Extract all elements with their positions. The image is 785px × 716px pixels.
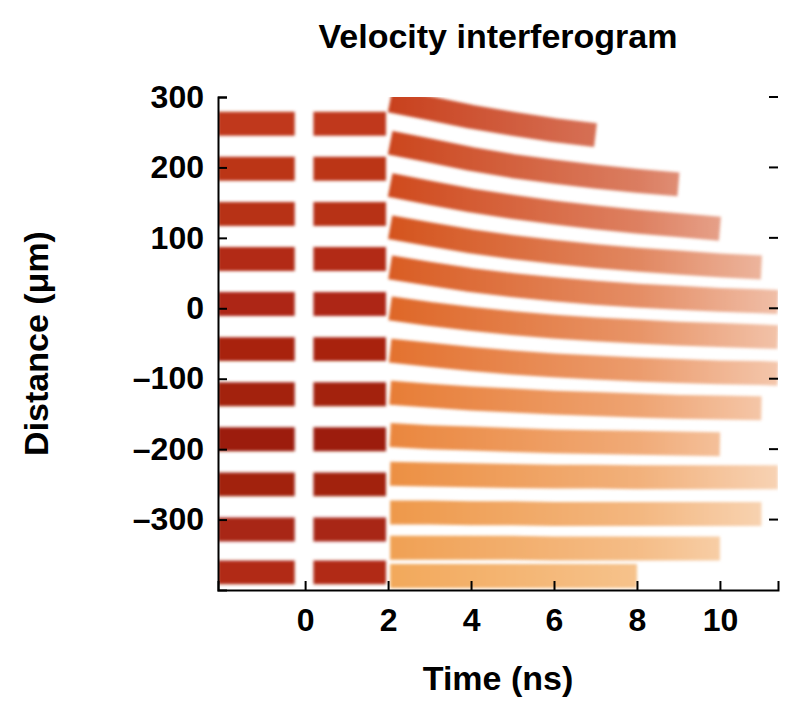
tick-mark bbox=[769, 96, 778, 98]
tick-label: 6 bbox=[546, 602, 564, 638]
fringe bbox=[218, 292, 386, 316]
fringe bbox=[390, 185, 720, 229]
tick-mark bbox=[218, 378, 227, 380]
fringe bbox=[218, 517, 386, 541]
tick-mark bbox=[769, 519, 778, 521]
fringe bbox=[390, 474, 778, 478]
tick-label: 300 bbox=[151, 79, 204, 115]
tick-mark bbox=[218, 97, 227, 99]
tick-label: 200 bbox=[151, 149, 204, 185]
fringe bbox=[218, 337, 386, 361]
tick-mark bbox=[471, 581, 473, 590]
axis-line bbox=[219, 98, 228, 591]
tick-mark bbox=[218, 167, 227, 169]
tick-mark bbox=[636, 581, 638, 590]
tick: 8 bbox=[629, 581, 647, 638]
tick-mark bbox=[218, 237, 227, 239]
fringe bbox=[218, 112, 386, 136]
tick-label: 10 bbox=[703, 602, 739, 638]
tick-label: 0 bbox=[186, 290, 204, 326]
plot-area bbox=[218, 101, 778, 576]
tick: 2 bbox=[380, 581, 398, 638]
tick: –200 bbox=[133, 431, 227, 467]
x-axis-title: Time (ns) bbox=[423, 659, 574, 697]
tick: 200 bbox=[151, 149, 227, 185]
fringe bbox=[390, 564, 637, 588]
tick-mark bbox=[769, 166, 778, 168]
tick-mark bbox=[769, 307, 778, 309]
y-axis: 300 200 100 0 –100 –200 –300 bbox=[133, 79, 227, 591]
fringe bbox=[390, 435, 720, 444]
tick-label: –100 bbox=[133, 360, 204, 396]
tick: 6 bbox=[546, 581, 564, 638]
tick-label: 4 bbox=[463, 602, 481, 638]
fringe bbox=[390, 513, 761, 514]
fringe bbox=[218, 382, 386, 406]
fringe bbox=[218, 202, 386, 226]
tick-mark bbox=[388, 581, 390, 590]
fringe bbox=[390, 393, 761, 408]
tick-mark bbox=[769, 448, 778, 450]
y-axis-title: Distance (μm) bbox=[17, 231, 55, 456]
fringes bbox=[218, 101, 778, 576]
tick-mark bbox=[554, 581, 556, 590]
x-axis: 0 2 4 6 8 10 bbox=[219, 581, 779, 638]
tick-label: –200 bbox=[133, 431, 204, 467]
tick-label: 8 bbox=[629, 602, 647, 638]
tick-label: 100 bbox=[151, 220, 204, 256]
fringe bbox=[218, 247, 386, 271]
tick: 100 bbox=[151, 220, 227, 256]
fringe bbox=[218, 427, 386, 451]
tick-mark bbox=[218, 449, 227, 451]
tick: –100 bbox=[133, 360, 227, 396]
tick-mark bbox=[769, 378, 778, 380]
fringe bbox=[390, 267, 778, 302]
axis-line bbox=[219, 581, 779, 591]
chart: 300 200 100 0 –100 –200 –300 0 2 4 6 8 10 Velocity in… bbox=[0, 0, 785, 716]
tick-mark bbox=[218, 308, 227, 310]
fringe bbox=[218, 472, 386, 496]
tick-mark bbox=[719, 581, 721, 590]
tick: 0 bbox=[297, 581, 315, 638]
fringe bbox=[390, 351, 778, 374]
title: Velocity interferogram bbox=[318, 17, 677, 55]
fringe bbox=[390, 227, 761, 267]
fringe bbox=[390, 143, 678, 185]
fringe bbox=[218, 560, 386, 584]
tick-mark bbox=[305, 581, 307, 590]
tick: –300 bbox=[133, 501, 227, 537]
right-ticks bbox=[769, 97, 778, 520]
tick-label: –300 bbox=[133, 501, 204, 537]
tick: 10 bbox=[703, 581, 739, 638]
tick: 300 bbox=[151, 79, 227, 115]
tick-mark bbox=[769, 237, 778, 239]
fringe bbox=[390, 101, 595, 136]
tick: 4 bbox=[463, 581, 481, 638]
fringe bbox=[390, 308, 778, 337]
fringe bbox=[218, 157, 386, 181]
tick-mark bbox=[218, 519, 227, 521]
tick-label: 2 bbox=[380, 602, 398, 638]
tick: 0 bbox=[186, 290, 227, 326]
fringe bbox=[390, 536, 720, 561]
tick-label: 0 bbox=[297, 602, 315, 638]
